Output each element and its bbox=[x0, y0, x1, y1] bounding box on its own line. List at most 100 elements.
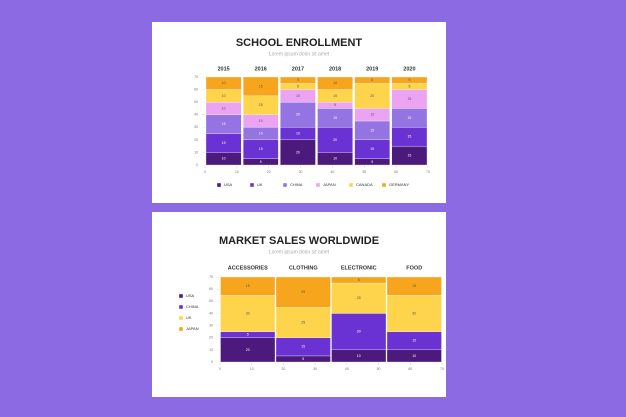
value-label: 10 bbox=[370, 113, 374, 117]
value-label: 5 bbox=[358, 278, 360, 282]
category-label: ELECTRONIC bbox=[341, 265, 377, 271]
legend-label: JAPAN bbox=[186, 326, 199, 331]
y-tick-label: 70 bbox=[209, 275, 213, 279]
legend-swatch bbox=[179, 294, 183, 298]
value-label: 25 bbox=[301, 320, 305, 324]
value-label: 20 bbox=[370, 94, 374, 98]
bar-segment bbox=[280, 101, 316, 128]
value-label: 5 bbox=[371, 160, 373, 164]
bar-segment bbox=[280, 139, 316, 166]
value-label: 10 bbox=[357, 354, 361, 358]
value-label: 15 bbox=[370, 128, 374, 132]
value-label: 10 bbox=[222, 94, 226, 98]
x-tick-label: 70 bbox=[440, 367, 444, 371]
x-tick-label: 40 bbox=[330, 170, 334, 174]
y-tick-label: 60 bbox=[194, 87, 198, 91]
bar-segment bbox=[275, 307, 331, 338]
value-label: 30 bbox=[357, 330, 361, 334]
y-tick-label: 20 bbox=[209, 336, 213, 340]
y-tick-label: 0 bbox=[211, 360, 213, 364]
y-tick-label: 40 bbox=[209, 311, 213, 315]
value-label: 30 bbox=[412, 311, 416, 315]
value-label: 15 bbox=[407, 97, 411, 101]
bar-segment bbox=[243, 76, 279, 97]
legend-label: GERMANY bbox=[389, 182, 410, 187]
bar-segment bbox=[331, 282, 387, 314]
x-tick-label: 70 bbox=[426, 170, 430, 174]
value-label: 10 bbox=[296, 94, 300, 98]
value-label: 10 bbox=[259, 131, 263, 135]
x-tick-label: 60 bbox=[394, 170, 398, 174]
y-tick-label: 20 bbox=[194, 138, 198, 142]
x-tick-label: 30 bbox=[299, 170, 303, 174]
value-label: 15 bbox=[246, 284, 250, 288]
value-label: 20 bbox=[296, 113, 300, 117]
x-tick-label: 50 bbox=[362, 170, 366, 174]
value-label: 15 bbox=[333, 116, 337, 120]
legend-label: USA bbox=[186, 293, 195, 298]
bar-segment bbox=[220, 276, 276, 296]
value-label: 5 bbox=[297, 78, 299, 82]
value-label: 5 bbox=[297, 84, 299, 88]
legend-swatch bbox=[382, 183, 386, 187]
category-label: 2019 bbox=[366, 66, 378, 72]
legend-swatch bbox=[179, 316, 183, 320]
chart-subtitle: Lorem ipsum dolor sit amet bbox=[269, 51, 330, 57]
y-tick-label: 40 bbox=[194, 113, 198, 117]
value-label: 10 bbox=[222, 81, 226, 85]
value-label: 10 bbox=[296, 131, 300, 135]
bar-segment bbox=[220, 337, 276, 363]
bar-segment bbox=[331, 313, 387, 351]
value-label: 30 bbox=[246, 311, 250, 315]
value-label: 15 bbox=[222, 141, 226, 145]
bar-segment bbox=[354, 76, 390, 84]
y-tick-label: 10 bbox=[194, 150, 198, 154]
legend-swatch bbox=[179, 305, 183, 309]
category-label: FOOD bbox=[406, 265, 422, 271]
bar-segment bbox=[386, 276, 442, 296]
bar-segment bbox=[354, 83, 390, 109]
x-tick-label: 60 bbox=[408, 367, 412, 371]
y-tick-label: 30 bbox=[194, 125, 198, 129]
value-label: 5 bbox=[247, 333, 249, 337]
y-tick-label: 0 bbox=[196, 163, 198, 167]
chart-title: MARKET SALES WORLDWIDE bbox=[219, 235, 379, 247]
bar-segment bbox=[331, 276, 387, 284]
value-label: 15 bbox=[407, 153, 411, 157]
category-label: 2016 bbox=[255, 66, 267, 72]
bar-segment bbox=[386, 295, 442, 332]
bar-segment bbox=[275, 276, 331, 308]
value-label: 10 bbox=[333, 81, 337, 85]
value-label: 5 bbox=[408, 84, 410, 88]
category-label: 2015 bbox=[217, 66, 229, 72]
legend-label: CANADA bbox=[356, 182, 373, 187]
x-tick-label: 10 bbox=[235, 170, 239, 174]
value-label: 15 bbox=[412, 339, 416, 343]
legend-label: CHINA bbox=[186, 304, 199, 309]
chart-subtitle: Lorem ipsum dolor sit amet bbox=[269, 249, 330, 255]
chart-title: SCHOOL ENROLLMENT bbox=[236, 37, 363, 49]
legend-label: JAPAN bbox=[323, 182, 336, 187]
bar-segment bbox=[280, 76, 316, 84]
value-label: 20 bbox=[333, 138, 337, 142]
value-label: 25 bbox=[357, 296, 361, 300]
value-label: 15 bbox=[407, 135, 411, 139]
value-label: 10 bbox=[333, 157, 337, 161]
value-label: 15 bbox=[412, 284, 416, 288]
x-tick-label: 0 bbox=[219, 367, 221, 371]
legend-swatch bbox=[217, 183, 221, 187]
legend-label: USA bbox=[224, 182, 233, 187]
value-label: 15 bbox=[370, 147, 374, 151]
value-label: 20 bbox=[246, 348, 250, 352]
bar-segment bbox=[317, 76, 353, 90]
category-label: CLOTHING bbox=[289, 265, 318, 271]
value-label: 15 bbox=[407, 116, 411, 120]
x-tick-label: 20 bbox=[281, 367, 285, 371]
legend-swatch bbox=[316, 183, 320, 187]
value-label: 15 bbox=[259, 147, 263, 151]
category-label: 2017 bbox=[292, 66, 304, 72]
value-label: 5 bbox=[260, 160, 262, 164]
legend-swatch bbox=[250, 183, 254, 187]
value-label: 5 bbox=[408, 78, 410, 82]
value-label: 5 bbox=[334, 103, 336, 107]
